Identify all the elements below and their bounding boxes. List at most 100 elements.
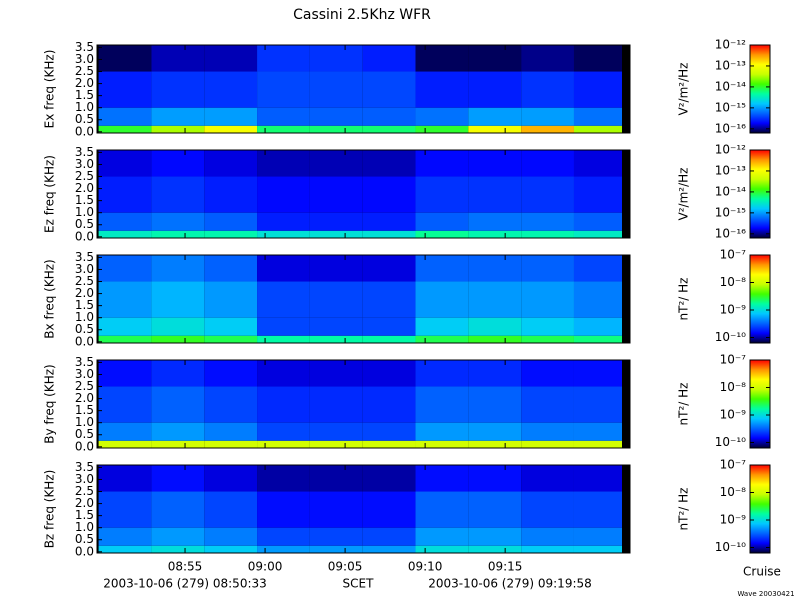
spectrogram-cell — [204, 317, 258, 336]
spectrogram-cell — [204, 440, 258, 448]
spectrogram-cell — [98, 335, 152, 343]
spectrogram-cell — [309, 281, 363, 318]
spectrogram-cell — [151, 465, 205, 492]
y-tick-label: 0.5 — [75, 217, 94, 231]
spectrogram-cell — [362, 45, 416, 72]
spectrogram-cell — [468, 360, 522, 387]
y-axis-label: Bz freq (KHz) — [43, 470, 57, 549]
spectrogram-cell — [151, 386, 205, 423]
spectrogram-cell — [98, 465, 152, 492]
y-tick-label: 1.5 — [75, 193, 94, 207]
spectrogram-cell — [309, 176, 363, 213]
spectrogram-cell — [257, 45, 310, 72]
spectrogram-cell — [257, 125, 310, 133]
y-tick-label: 3.5 — [75, 460, 94, 474]
colorbar-tick-label: 10⁻¹⁴ — [715, 184, 746, 198]
x-tick-label: 09:10 — [408, 560, 443, 574]
spectrogram-cell — [204, 230, 258, 238]
spectrogram-cell — [151, 230, 205, 238]
spectrogram-cell — [309, 491, 363, 528]
spectrogram-cell — [309, 422, 363, 441]
spectrogram-cell — [468, 440, 522, 448]
y-tick-label: 2.5 — [75, 274, 94, 288]
start-time: 2003-10-06 (279) 08:50:33 — [103, 577, 267, 591]
spectrogram-cell — [257, 335, 310, 343]
spectrogram-cell — [362, 360, 416, 387]
spectrogram-cell — [309, 125, 363, 133]
y-axis-label: By freq (KHz) — [43, 364, 57, 443]
x-tick-label: 09:15 — [488, 560, 523, 574]
spectrogram-cell — [468, 71, 522, 108]
spectrogram-cell — [204, 491, 258, 528]
spectrogram-cell — [521, 176, 574, 213]
spectrogram-cell — [468, 255, 522, 282]
spectrogram-cell — [151, 45, 205, 72]
spectrogram-cell — [415, 335, 469, 343]
spectrogram-cell — [309, 386, 363, 423]
spectrogram-cell — [415, 386, 469, 423]
spectrogram-cell — [309, 71, 363, 108]
spectrogram-cell — [257, 107, 310, 126]
y-axis-label: Ex freq (KHz) — [43, 50, 57, 129]
spectrogram-cell — [415, 230, 469, 238]
spectrogram-cell — [573, 176, 622, 213]
colorbar-label: V²/m²/Hz — [677, 63, 691, 116]
spectrogram-cell — [521, 386, 574, 423]
spectrogram-cell — [362, 230, 416, 238]
spectrogram-cell — [521, 281, 574, 318]
spectrogram-cell — [521, 422, 574, 441]
spectrogram-cell — [309, 107, 363, 126]
y-axis-label: Bx freq (KHz) — [43, 259, 57, 338]
colorbar-label: nT²/ Hz — [677, 278, 691, 321]
spectrogram-cell — [98, 281, 152, 318]
spectrogram-cell — [468, 465, 522, 492]
spectrogram-cell — [257, 150, 310, 177]
y-tick-label: 2.0 — [75, 76, 94, 90]
spectrogram-cell — [204, 335, 258, 343]
spectrogram-cell — [309, 317, 363, 336]
y-tick-label: 0.0 — [75, 229, 94, 243]
spectrogram-cell — [468, 150, 522, 177]
colorbar-tick-label: 10⁻¹⁵ — [715, 205, 746, 219]
spectrogram-cell — [309, 465, 363, 492]
spectrogram-cell — [415, 491, 469, 528]
colorbar-label: nT²/ Hz — [677, 488, 691, 531]
spectrogram-cell — [362, 125, 416, 133]
colorbar-label: V²/m²/Hz — [677, 168, 691, 221]
spectrogram-cell — [468, 212, 522, 231]
spectrogram-cell — [257, 465, 310, 492]
spectrogram-cell — [151, 176, 205, 213]
spectrogram-cell — [521, 491, 574, 528]
y-tick-label: 0.0 — [75, 124, 94, 138]
colorbar-tick-label: 10⁻⁹ — [720, 513, 747, 527]
spectrogram-cell — [204, 150, 258, 177]
spectrogram-cell — [204, 45, 258, 72]
spectrogram-cell — [204, 281, 258, 318]
spectrogram-cell — [204, 125, 258, 133]
spectrogram-cell — [362, 440, 416, 448]
spectrogram-cell — [573, 230, 622, 238]
version-label: Wave 20030421 — [737, 590, 794, 598]
spectrogram-cell — [415, 176, 469, 213]
spectrogram-cell — [309, 150, 363, 177]
spectrogram-cell — [521, 230, 574, 238]
y-tick-label: 3.5 — [75, 40, 94, 54]
spectrogram-cell — [521, 255, 574, 282]
spectrogram-cell — [151, 335, 205, 343]
spectrogram-cell — [362, 150, 416, 177]
y-tick-label: 1.5 — [75, 403, 94, 417]
spectrogram-cell — [573, 440, 622, 448]
y-tick-label: 3.5 — [75, 145, 94, 159]
colorbar — [749, 464, 771, 554]
spectrogram-cell — [415, 212, 469, 231]
spectrogram-cell — [309, 212, 363, 231]
spectrogram-cell — [468, 335, 522, 343]
spectrogram-cell — [362, 386, 416, 423]
spectrogram-cell — [257, 281, 310, 318]
spectrogram-cell — [468, 230, 522, 238]
spectrogram-cell — [362, 465, 416, 492]
y-tick-label: 0.5 — [75, 112, 94, 126]
spectrogram-cell — [521, 125, 574, 133]
